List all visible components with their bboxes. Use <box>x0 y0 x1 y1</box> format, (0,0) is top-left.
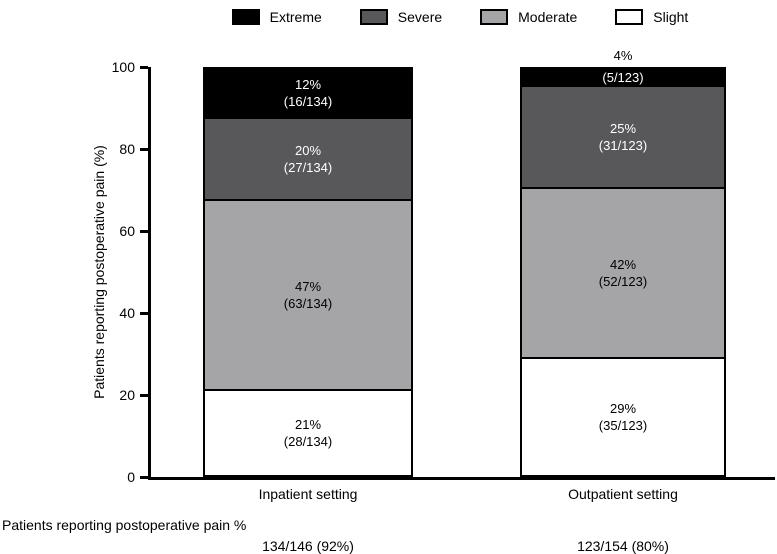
segment-count-label: (35/123) <box>598 418 648 433</box>
y-tick-label: 40 <box>119 305 135 321</box>
legend-label: Severe <box>397 9 443 25</box>
segment-percent-label: 4% <box>613 48 633 63</box>
segment-percent-label: 25% <box>609 121 637 136</box>
legend-label: Slight <box>653 9 689 25</box>
bar-segment-severe: 25% (31/123) <box>522 87 724 189</box>
y-tick <box>140 65 148 69</box>
footer-value-outpatient-setting: 123/154 (80%) <box>577 538 669 554</box>
y-tick-label: 20 <box>119 387 135 403</box>
segment-count-label: (63/134) <box>283 296 333 311</box>
bar-outpatient-setting: 4% (5/123) 25% (31/123) 42% (52/123) 29% (35/12… <box>520 48 726 477</box>
category-label-inpatient-setting: Inpatient setting <box>258 486 358 502</box>
segment-percent-label: 20% <box>294 143 322 158</box>
legend-swatch-severe <box>359 9 388 25</box>
segment-count-label: (5/123) <box>602 69 644 85</box>
segment-percent-label: 29% <box>609 401 637 416</box>
segment-percent-label: 12% <box>294 77 322 92</box>
bar-segment-moderate: 47% (63/134) <box>205 201 411 391</box>
y-tick <box>140 475 148 479</box>
chart-legend: Extreme Severe Moderate Slight <box>148 6 772 28</box>
segment-count-label: (27/134) <box>283 160 333 175</box>
footer-label: Patients reporting postoperative pain % <box>2 517 247 533</box>
segment-percent-label: 21% <box>294 417 322 432</box>
bar-segment-extreme: 12% (16/134) <box>205 69 411 119</box>
legend-swatch-extreme <box>231 9 260 25</box>
plot-area: 0 20 40 60 80 100 12% (16/134) 20% (27/134) 47% (63… <box>112 48 775 485</box>
y-tick-label: 80 <box>119 141 135 157</box>
y-tick <box>140 311 148 315</box>
bar-segment-slight: 21% (28/134) <box>205 391 411 475</box>
legend-item-extreme: Extreme <box>231 9 322 25</box>
segment-count-label: (31/123) <box>598 138 648 153</box>
bar-inpatient-setting: 12% (16/134) 20% (27/134) 47% (63/134) 21% (28/… <box>203 67 413 477</box>
y-tick <box>140 147 148 151</box>
segment-percent-label: 42% <box>609 257 637 272</box>
legend-item-moderate: Moderate <box>480 9 577 25</box>
y-tick <box>140 229 148 233</box>
bar-segment-moderate: 42% (52/123) <box>522 189 724 359</box>
legend-item-slight: Slight <box>615 9 688 25</box>
bar-segment-extreme: 4% (5/123) <box>522 48 724 87</box>
legend-swatch-moderate <box>480 9 509 25</box>
segment-percent-label: 47% <box>294 279 322 294</box>
segment-count-label: (28/134) <box>283 434 333 449</box>
y-axis-title: Patients reporting postoperative pain (%… <box>91 145 107 399</box>
segment-count-label: (16/134) <box>283 94 333 109</box>
legend-label: Extreme <box>269 9 322 25</box>
bar-segment-slight: 29% (35/123) <box>522 359 724 475</box>
y-tick <box>140 393 148 397</box>
bar-segment-severe: 20% (27/134) <box>205 119 411 201</box>
y-tick-label: 60 <box>119 223 135 239</box>
legend-swatch-slight <box>615 9 644 25</box>
y-tick-label: 100 <box>111 59 135 75</box>
category-label-outpatient-setting: Outpatient setting <box>568 486 678 502</box>
segment-count-label: (52/123) <box>598 274 648 289</box>
y-tick-label: 0 <box>127 469 135 485</box>
legend-item-severe: Severe <box>359 9 443 25</box>
footer-value-inpatient-setting: 134/146 (92%) <box>262 538 354 554</box>
legend-label: Moderate <box>518 9 578 25</box>
